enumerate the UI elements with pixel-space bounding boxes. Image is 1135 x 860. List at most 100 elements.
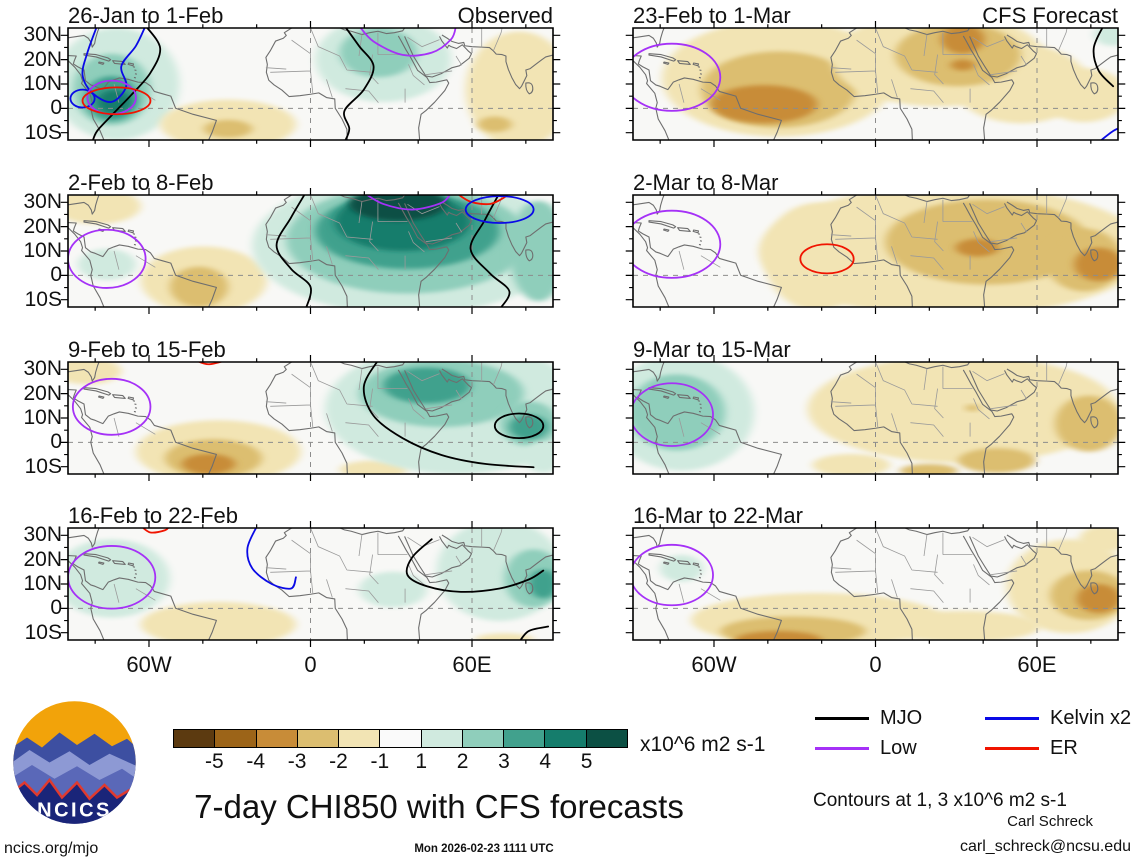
colorbar-tick-label: 4 (539, 750, 552, 773)
legend-line-swatch (985, 746, 1039, 750)
panel-border (68, 195, 553, 307)
lat-label: 0 (50, 263, 62, 287)
map-canvas (68, 528, 553, 640)
panel-border (633, 28, 1118, 140)
panel-fcst-week2: 2-Mar to 8-Mar (633, 169, 1118, 307)
site-link[interactable]: ncics.org/mjo (4, 840, 99, 857)
axis-ticks (626, 21, 1126, 147)
colorbar-tick-label: 1 (415, 750, 428, 773)
panel-obs-week2: 2-Feb to 8-Feb (68, 169, 553, 307)
axis-ticks (61, 21, 561, 147)
colorbar-units-label: x10^6 m2 s-1 (640, 733, 766, 756)
map-canvas (633, 28, 1118, 140)
panel-date-range: 23-Feb to 1-Mar (633, 3, 791, 28)
legend-label: Kelvin x2 (1050, 706, 1132, 729)
panel-column-tag: CFS Forecast (982, 3, 1118, 28)
lat-label: 10N (23, 406, 62, 429)
lon-label: 0 (304, 652, 317, 677)
colorbar-tick-label: -5 (205, 750, 224, 773)
axis-ticks (626, 521, 1126, 647)
lat-label: 10S (24, 287, 62, 311)
lat-label: 10N (23, 572, 62, 595)
panel-border (68, 362, 553, 474)
lat-label: 10N (23, 72, 62, 95)
colorbar-tick-label: -1 (370, 750, 390, 773)
page-title: 7-day CHI850 with CFS forecasts (194, 788, 684, 825)
colorbar-cell (420, 729, 463, 748)
logo-ridge-line (13, 777, 136, 801)
colorbar-cell (544, 729, 587, 748)
colorbar-tick-label: -3 (287, 750, 307, 773)
legend-label: MJO (880, 706, 923, 729)
panel-obs-week3: 9-Feb to 15-Feb (68, 336, 553, 474)
panel-title-row: 9-Mar to 15-Mar (633, 336, 1118, 362)
legend-line-swatch (815, 746, 869, 750)
lat-label: 10S (24, 620, 62, 644)
logo-base (13, 780, 136, 824)
colorbar (173, 729, 628, 748)
lon-label: 60W (691, 652, 737, 677)
lat-label: 10N (23, 239, 62, 262)
legend-label: ER (1050, 736, 1078, 759)
panel-fcst-week3: 9-Mar to 15-Mar (633, 336, 1118, 474)
panel-border (68, 528, 553, 640)
colorbar-tick-label: 3 (498, 750, 510, 773)
panel-title-row: 2-Mar to 8-Mar (633, 169, 1118, 195)
map-canvas (633, 528, 1118, 640)
map-canvas (633, 195, 1118, 307)
panel-column-tag: Observed (457, 3, 553, 28)
panel-title-row: 23-Feb to 1-Mar CFS Forecast (633, 2, 1118, 28)
panel-title-row: 26-Jan to 1-Feb Observed (68, 2, 553, 28)
panel-obs-week1: 26-Jan to 1-Feb Observed (68, 2, 553, 140)
lat-label: 30N (23, 190, 62, 214)
colorbar-cell (255, 729, 298, 748)
legend-line-swatch (985, 716, 1039, 720)
panel-title-row: 9-Feb to 15-Feb (68, 336, 553, 362)
colorbar-cell (214, 729, 257, 748)
logo-text: NCICS (37, 799, 112, 821)
lat-label: 20N (23, 381, 62, 405)
lat-label: 20N (23, 547, 62, 571)
axis-ticks (626, 188, 1126, 314)
panel-date-range: 16-Feb to 22-Feb (68, 503, 238, 528)
panel-date-range: 2-Mar to 8-Mar (633, 170, 779, 195)
axis-ticks (61, 521, 561, 647)
panel-date-range: 2-Feb to 8-Feb (68, 170, 214, 195)
axis-ticks (61, 355, 561, 481)
colorbar-tick-label: -2 (329, 750, 348, 773)
colorbar-cell (296, 729, 340, 748)
panel-border (633, 528, 1118, 640)
axis-ticks (626, 355, 1126, 481)
legend-item-low: Low (815, 737, 917, 759)
map-canvas (68, 28, 553, 140)
panel-date-range: 26-Jan to 1-Feb (68, 3, 224, 28)
ncics-logo: NCICS (13, 701, 136, 824)
lat-label: 0 (50, 96, 62, 120)
colorbar-cell (503, 729, 546, 748)
lat-label: 0 (50, 430, 62, 454)
colorbar-cell (585, 729, 628, 748)
contour-note: Contours at 1, 3 x10^6 m2 s-1 (813, 790, 1067, 811)
panel-title-row: 16-Mar to 22-Mar (633, 502, 1118, 528)
lat-label: 10S (24, 120, 62, 144)
lon-label: 0 (869, 652, 882, 677)
legend-item-mjo: MJO (815, 706, 923, 729)
legend-item-kelvin-x2: Kelvin x2 (985, 706, 1132, 729)
colorbar-cell (173, 729, 216, 748)
lat-label: 20N (23, 47, 62, 71)
lat-label: 30N (23, 23, 62, 47)
lat-label: 20N (23, 214, 62, 238)
panel-fcst-week1: 23-Feb to 1-Mar CFS Forecast (633, 2, 1118, 140)
panel-obs-week4: 16-Feb to 22-Feb (68, 502, 553, 640)
map-canvas (633, 362, 1118, 474)
lon-label: 60W (126, 652, 172, 677)
colorbar-cell (379, 729, 422, 748)
colorbar-tick-label: 5 (580, 750, 593, 773)
panel-date-range: 16-Mar to 22-Mar (633, 503, 803, 528)
lat-label: 30N (23, 523, 62, 547)
lat-label: 0 (50, 596, 62, 620)
panel-border (633, 195, 1118, 307)
colorbar-cell (461, 729, 505, 748)
colorbar-tick-label: -4 (246, 750, 266, 773)
panel-title-row: 2-Feb to 8-Feb (68, 169, 553, 195)
